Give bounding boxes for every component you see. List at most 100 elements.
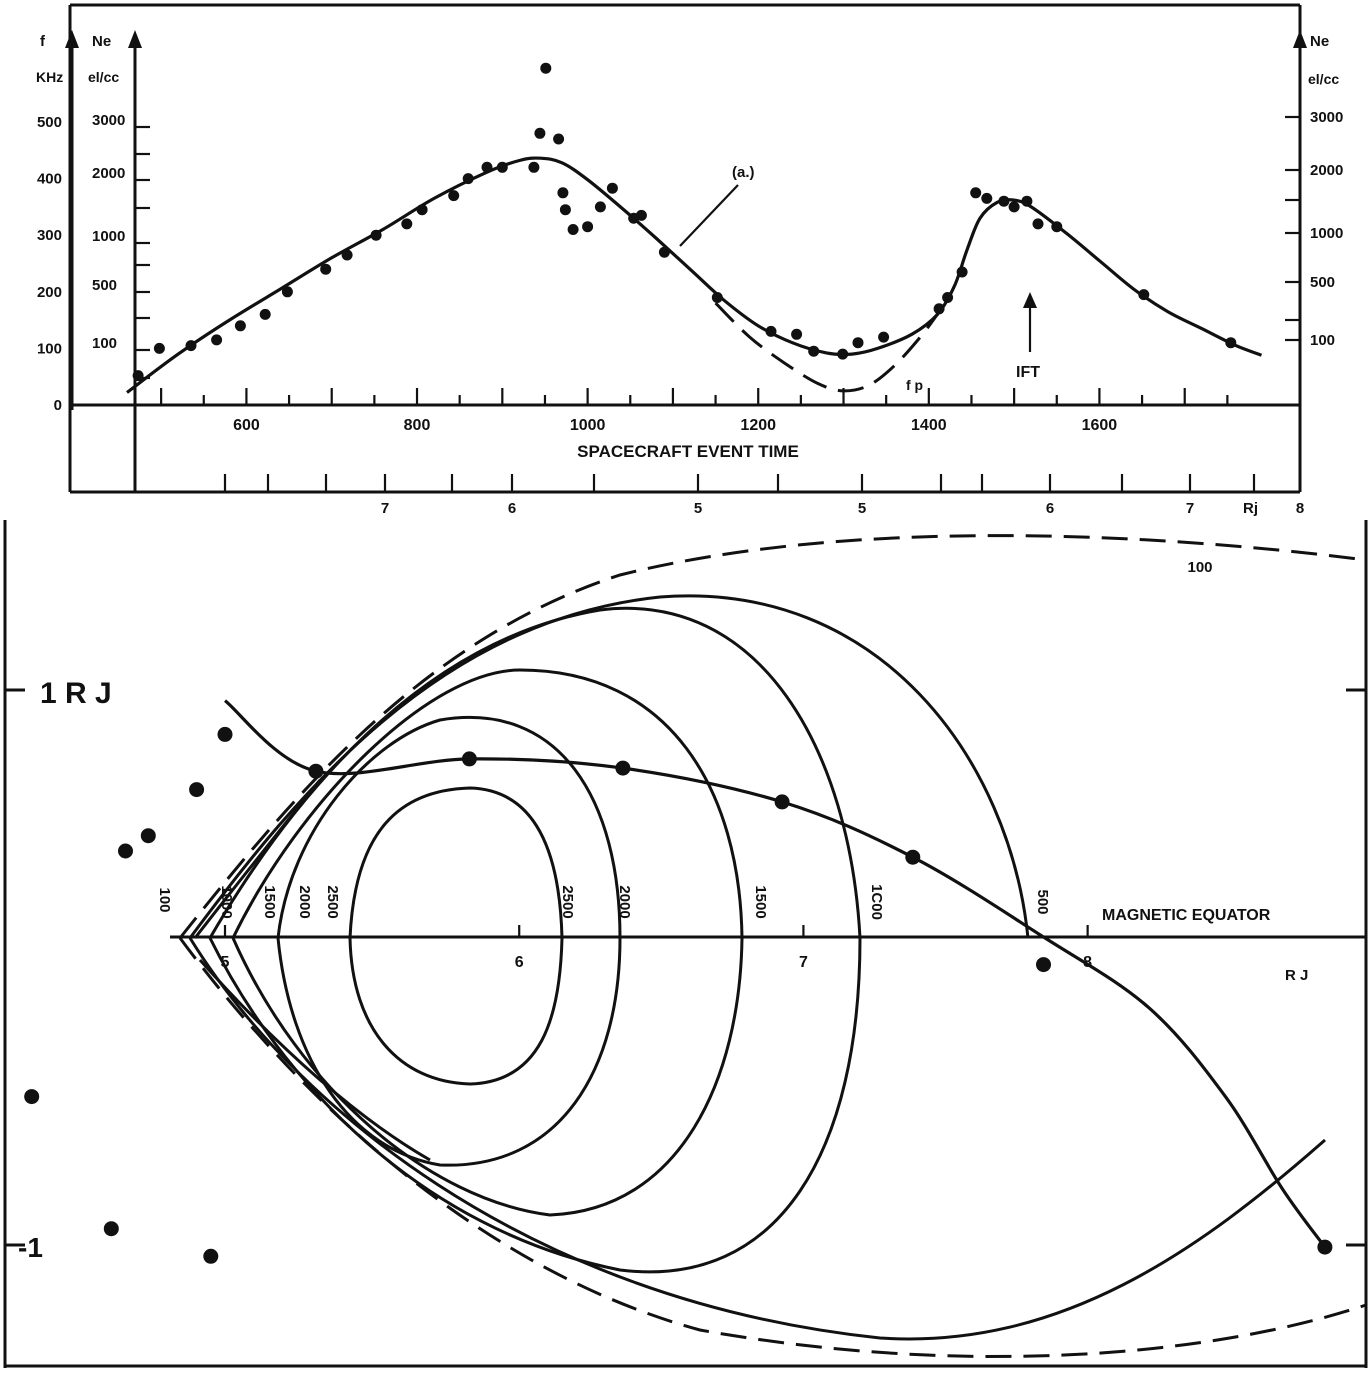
density-point [559,204,571,216]
right-ne-tick-label: 3000 [1310,109,1343,126]
trajectory-point [140,828,156,844]
right-ne-tick-label: 2000 [1310,162,1343,179]
density-point [528,161,540,173]
density-contours [178,534,1367,1358]
ne-tick-label: 100 [92,335,117,352]
contour-2500-lower [348,937,564,1086]
rj-scale-ticks: 7 6 5 5 6 7 8 [223,474,1304,517]
contour-label: 500 [1034,889,1051,914]
inbound-point [24,1089,40,1105]
event-time-label: SPACECRAFT EVENT TIME [577,442,799,461]
density-point [981,192,993,204]
contour-100-upper [178,534,1367,939]
contour-label: 1C00 [868,884,885,920]
density-point [448,190,460,202]
y-label-minus1: -1 [18,1232,43,1263]
equator-tick-label: 7 [799,954,808,971]
magnetic-equator-label: MAGNETIC EQUATOR [1102,907,1271,924]
density-point [942,292,954,303]
rj-tick-label: 6 [1046,500,1054,517]
contour-500-upper [188,594,1030,939]
curve-fp [714,302,939,393]
event-time-ticks: 600 800 1000 1200 1400 1600 [160,388,1229,434]
contour-label: 1500 [261,885,278,918]
rj-tick-label: 6 [508,500,516,517]
density-point [341,249,353,261]
f-tick-label: 0 [54,397,62,414]
density-points [132,62,1237,382]
density-point [234,320,246,332]
density-point [635,209,647,221]
contour-label: 2000 [296,885,313,918]
density-point [553,133,565,145]
event-time-tick-label: 800 [404,417,431,434]
y-label-plus1: 1 R J [40,677,112,710]
density-point [1051,221,1063,233]
f-axis-unit: KHz [36,69,63,85]
density-point [837,348,849,360]
density-point [496,161,508,173]
annotation-ift: IFT [1016,364,1040,381]
f-tick-label: 500 [37,114,62,131]
contour-100-lower [178,937,1367,1358]
event-time-tick-label: 1400 [911,417,947,434]
trajectory-point [615,760,631,776]
event-time-tick-label: 1600 [1082,417,1118,434]
rj-tick-label: 7 [381,500,389,517]
f-tick-label: 200 [37,284,62,301]
ne-tick-label: 500 [92,277,117,294]
density-point [132,370,144,382]
ne-tick-label: 2000 [92,165,125,182]
density-point [956,266,968,278]
density-point [765,325,777,337]
density-point [933,303,945,315]
density-point [567,224,579,235]
curve-a [126,156,1263,394]
f-tick-label: 300 [37,227,62,244]
annotation-fp: f p [906,377,923,393]
rj-tick-label: 7 [1186,500,1194,517]
density-point [808,345,820,357]
annotation-a-pointer [679,184,739,247]
density-point [259,308,271,320]
rj-tick-label: 5 [858,500,866,517]
density-point [153,342,165,354]
right-ne-tick-label: 500 [1310,274,1335,291]
contour-2000-lower [276,937,622,1167]
density-point [1225,337,1237,349]
density-point [557,187,569,199]
trajectory-point [118,843,133,859]
density-point [878,331,890,343]
f-tick-label: 400 [37,171,62,188]
density-point [582,221,594,233]
right-ne-axis-unit: el/cc [1308,71,1339,87]
event-time-tick-label: 1200 [740,417,776,434]
density-point [281,286,293,298]
equator-tick-label: 5 [221,954,230,971]
trajectory-points [118,726,1333,1255]
equator-tick-label: 6 [515,954,524,971]
density-point [320,263,332,275]
density-point [416,204,428,216]
density-point [1021,195,1033,207]
ne-tick-label: 1000 [92,228,125,245]
inbound-point [103,1221,119,1237]
rj-tick-label: 5 [694,500,702,517]
right-ne-tick-label: 100 [1310,332,1335,349]
contour-2500-upper [348,786,564,939]
rj-tick-label: 8 [1296,500,1304,517]
annotation-a: (a.) [732,164,755,181]
contour-label: 1500 [752,885,769,918]
rj-scale-label: Rj [1243,500,1258,517]
ne-axis-label: Ne [92,33,111,50]
contour-label: 100 [1187,559,1212,576]
density-point [1138,289,1150,301]
contour-1500-upper [231,668,744,939]
trajectory-point [774,794,790,810]
trajectory-point [1317,1239,1333,1255]
density-point [594,201,606,213]
density-point [401,218,413,230]
right-ne-axis-ticks: 3000 2000 1000 500 100 [1285,109,1343,349]
